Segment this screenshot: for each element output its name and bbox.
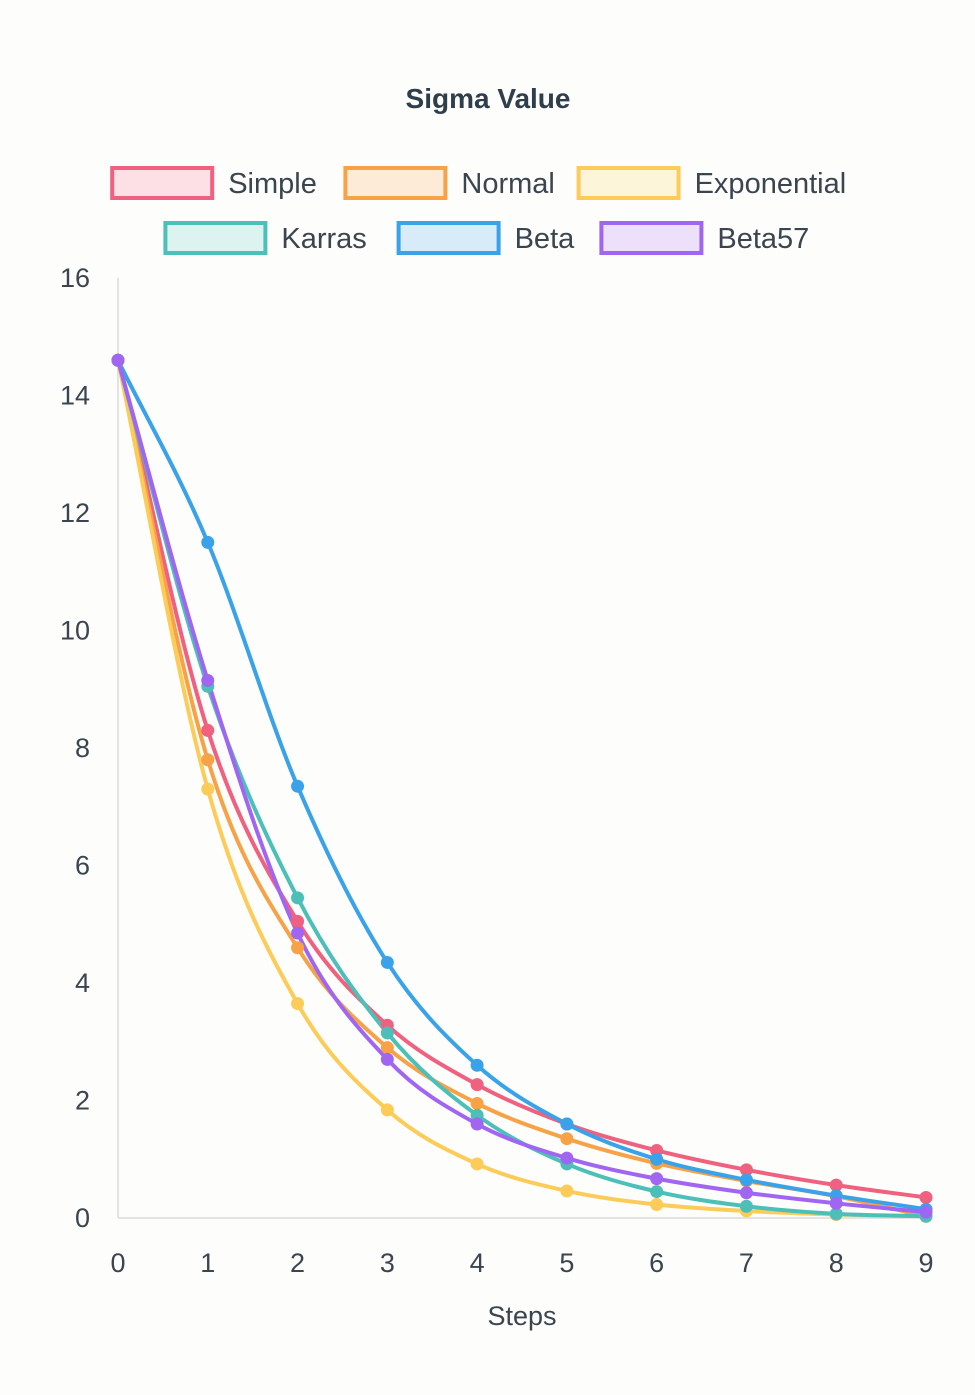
data-point-beta57[interactable] <box>919 1205 933 1219</box>
legend-label: Simple <box>228 168 317 200</box>
legend-label: Normal <box>461 168 554 200</box>
legend-item-karras[interactable]: Karras <box>163 221 367 255</box>
y-tick-label: 12 <box>60 498 90 528</box>
x-axis-label: Steps <box>487 1301 556 1331</box>
data-point-beta57[interactable] <box>470 1117 484 1131</box>
data-point-beta57[interactable] <box>111 353 125 367</box>
data-point-karras[interactable] <box>739 1199 753 1213</box>
y-tick-label: 2 <box>75 1086 90 1116</box>
series-line-normal <box>116 358 928 1219</box>
legend-item-normal[interactable]: Normal <box>343 166 555 200</box>
data-point-simple[interactable] <box>919 1190 933 1204</box>
data-point-exponential[interactable] <box>560 1184 574 1198</box>
y-tick-label: 8 <box>75 733 90 763</box>
x-tick-label: 9 <box>918 1248 933 1278</box>
data-point-beta57[interactable] <box>201 673 215 687</box>
series-line-karras <box>116 358 928 1219</box>
data-point-normal[interactable] <box>380 1041 394 1055</box>
legend-swatch <box>110 166 215 200</box>
legend-swatch <box>396 221 501 255</box>
legend-swatch <box>343 166 448 200</box>
data-point-simple[interactable] <box>470 1078 484 1092</box>
data-point-beta[interactable] <box>650 1152 664 1166</box>
data-point-beta[interactable] <box>560 1117 574 1131</box>
data-point-beta57[interactable] <box>650 1172 664 1186</box>
y-tick-label: 4 <box>75 968 90 998</box>
data-point-beta57[interactable] <box>560 1151 574 1165</box>
x-tick-label: 0 <box>110 1248 125 1278</box>
series-line-exponential <box>116 358 928 1219</box>
data-point-beta[interactable] <box>201 535 215 549</box>
legend-item-simple[interactable]: Simple <box>110 166 317 200</box>
legend-label: Exponential <box>695 168 847 200</box>
data-point-normal[interactable] <box>201 753 215 767</box>
data-point-simple[interactable] <box>291 914 305 928</box>
y-tick-label: 6 <box>75 851 90 881</box>
x-tick-label: 1 <box>200 1248 215 1278</box>
data-point-karras[interactable] <box>380 1026 394 1040</box>
series-line-beta57 <box>116 358 928 1215</box>
data-point-beta[interactable] <box>380 955 394 969</box>
data-point-beta[interactable] <box>739 1173 753 1187</box>
x-tick-labels: 0 1 2 3 4 5 6 7 8 9 <box>110 1248 933 1278</box>
data-point-simple[interactable] <box>829 1178 843 1192</box>
legend-label: Karras <box>281 223 366 255</box>
data-point-exponential[interactable] <box>291 997 305 1011</box>
data-point-exponential[interactable] <box>470 1157 484 1171</box>
x-tick-label: 3 <box>380 1248 395 1278</box>
legend-swatch <box>163 221 268 255</box>
data-point-simple[interactable] <box>201 723 215 737</box>
x-tick-label: 5 <box>559 1248 574 1278</box>
series-lines <box>116 358 928 1219</box>
y-tick-label: 0 <box>75 1203 90 1233</box>
data-point-karras[interactable] <box>829 1207 843 1221</box>
legend[interactable]: Simple Normal Exponential Karras Beta Beta57 <box>110 166 847 255</box>
x-tick-label: 2 <box>290 1248 305 1278</box>
data-point-beta[interactable] <box>470 1058 484 1072</box>
data-point-normal[interactable] <box>560 1132 574 1146</box>
legend-label: Beta <box>515 223 576 255</box>
legend-label: Beta57 <box>717 223 809 255</box>
x-tick-label: 6 <box>649 1248 664 1278</box>
legend-item-exponential[interactable]: Exponential <box>576 166 847 200</box>
data-point-normal[interactable] <box>291 941 305 955</box>
data-point-exponential[interactable] <box>650 1197 664 1211</box>
data-point-normal[interactable] <box>470 1096 484 1110</box>
y-tick-labels: 0 2 4 6 8 10 12 14 16 <box>60 263 90 1233</box>
data-point-exponential[interactable] <box>201 782 215 796</box>
x-tick-label: 7 <box>739 1248 754 1278</box>
data-point-simple[interactable] <box>739 1163 753 1177</box>
legend-swatch <box>576 166 681 200</box>
legend-item-beta57[interactable]: Beta57 <box>599 221 809 255</box>
y-tick-label: 16 <box>60 263 90 293</box>
x-tick-label: 8 <box>829 1248 844 1278</box>
data-point-beta57[interactable] <box>739 1186 753 1200</box>
data-point-exponential[interactable] <box>380 1103 394 1117</box>
data-point-karras[interactable] <box>291 891 305 905</box>
series-line-beta <box>116 358 928 1212</box>
legend-item-beta[interactable]: Beta <box>396 221 576 255</box>
data-point-beta[interactable] <box>291 779 305 793</box>
data-point-karras[interactable] <box>650 1185 664 1199</box>
chart-title: Sigma Value <box>406 83 571 114</box>
data-point-beta57[interactable] <box>829 1196 843 1210</box>
y-tick-label: 14 <box>60 381 90 411</box>
data-point-beta57[interactable] <box>380 1052 394 1066</box>
series-points[interactable] <box>111 353 933 1223</box>
data-point-beta57[interactable] <box>291 926 305 940</box>
x-tick-label: 4 <box>470 1248 485 1278</box>
y-tick-label: 10 <box>60 616 90 646</box>
legend-swatch <box>599 221 704 255</box>
axes <box>117 278 926 1219</box>
